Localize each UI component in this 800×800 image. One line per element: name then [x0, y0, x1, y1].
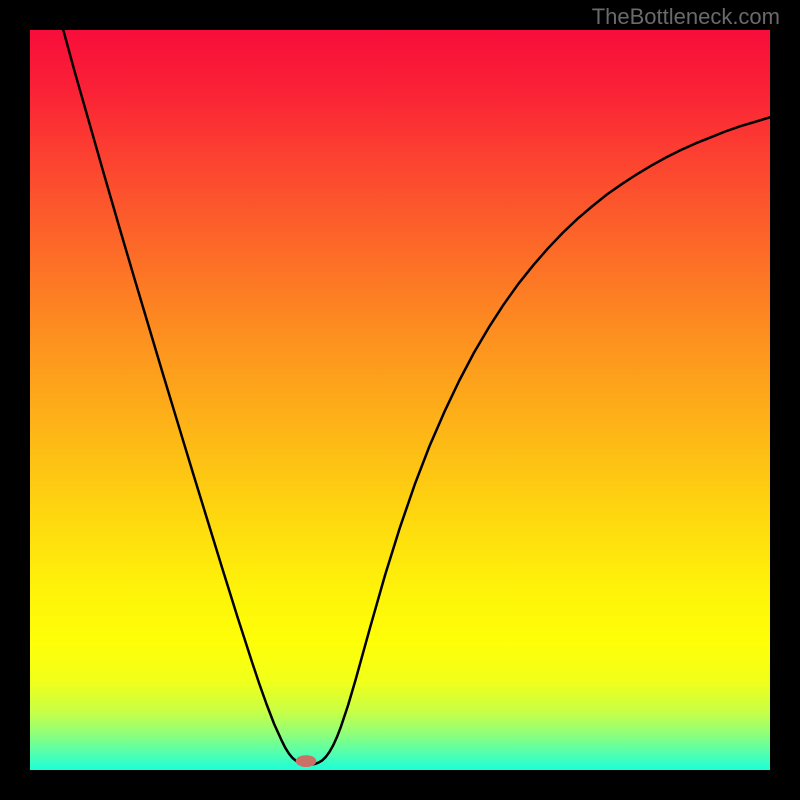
optimum-marker [296, 755, 317, 767]
plot-background [30, 30, 770, 770]
chart-svg [30, 30, 770, 770]
watermark-text: TheBottleneck.com [592, 4, 780, 30]
chart-area [30, 30, 770, 770]
